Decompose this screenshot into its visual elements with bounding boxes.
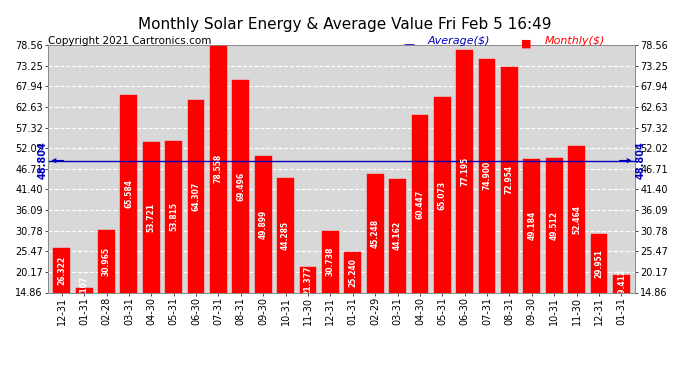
Text: 16.107: 16.107 — [79, 276, 88, 305]
Text: Monthly($): Monthly($) — [545, 36, 606, 46]
Text: 29.951: 29.951 — [595, 249, 604, 278]
Text: ■: ■ — [521, 39, 531, 49]
Bar — [546, 158, 562, 292]
Text: 65.073: 65.073 — [437, 180, 447, 210]
Text: 53.721: 53.721 — [147, 202, 156, 232]
Text: 19.412: 19.412 — [617, 269, 626, 298]
Bar — [456, 50, 473, 292]
Bar — [591, 234, 607, 292]
Bar — [299, 267, 317, 292]
Text: 78.558: 78.558 — [214, 154, 223, 183]
Text: 60.447: 60.447 — [415, 189, 424, 219]
Text: 48.804: 48.804 — [38, 142, 48, 180]
Bar — [143, 141, 159, 292]
Bar — [389, 178, 406, 292]
Bar — [188, 100, 204, 292]
Bar — [121, 95, 137, 292]
Bar — [210, 45, 227, 292]
Bar — [366, 174, 384, 292]
Text: 30.965: 30.965 — [102, 247, 111, 276]
Text: Copyright 2021 Cartronics.com: Copyright 2021 Cartronics.com — [48, 36, 212, 46]
Bar — [277, 178, 294, 292]
Bar — [98, 230, 115, 292]
Bar — [76, 288, 92, 292]
Bar — [501, 67, 518, 292]
Text: 65.584: 65.584 — [124, 180, 133, 209]
Text: 26.322: 26.322 — [57, 256, 66, 285]
Text: —: — — [404, 39, 415, 49]
Text: 44.162: 44.162 — [393, 221, 402, 250]
Bar — [233, 80, 249, 292]
Bar — [166, 141, 182, 292]
Bar — [411, 116, 428, 292]
Text: Monthly Solar Energy & Average Value Fri Feb 5 16:49: Monthly Solar Energy & Average Value Fri… — [138, 17, 552, 32]
Text: 45.248: 45.248 — [371, 219, 380, 248]
Text: 52.464: 52.464 — [572, 205, 581, 234]
Bar — [613, 275, 630, 292]
Text: 48.804: 48.804 — [635, 142, 645, 180]
Bar — [53, 248, 70, 292]
Bar — [524, 159, 540, 292]
Text: 30.738: 30.738 — [326, 247, 335, 276]
Text: 44.285: 44.285 — [281, 221, 290, 250]
Text: 77.195: 77.195 — [460, 157, 469, 186]
Text: 53.815: 53.815 — [169, 202, 178, 231]
Bar — [434, 98, 451, 292]
Bar — [344, 252, 361, 292]
Text: 49.899: 49.899 — [259, 210, 268, 239]
Text: 64.307: 64.307 — [192, 182, 201, 211]
Text: 74.900: 74.900 — [482, 161, 491, 190]
Text: 21.377: 21.377 — [304, 265, 313, 294]
Text: 72.954: 72.954 — [505, 165, 514, 194]
Text: 49.184: 49.184 — [527, 211, 536, 240]
Bar — [255, 156, 272, 292]
Bar — [568, 146, 585, 292]
Text: Average($): Average($) — [428, 36, 491, 46]
Bar — [479, 59, 495, 292]
Text: 69.496: 69.496 — [236, 172, 246, 201]
Text: 25.240: 25.240 — [348, 258, 357, 287]
Bar — [322, 231, 339, 292]
Text: 49.512: 49.512 — [550, 211, 559, 240]
